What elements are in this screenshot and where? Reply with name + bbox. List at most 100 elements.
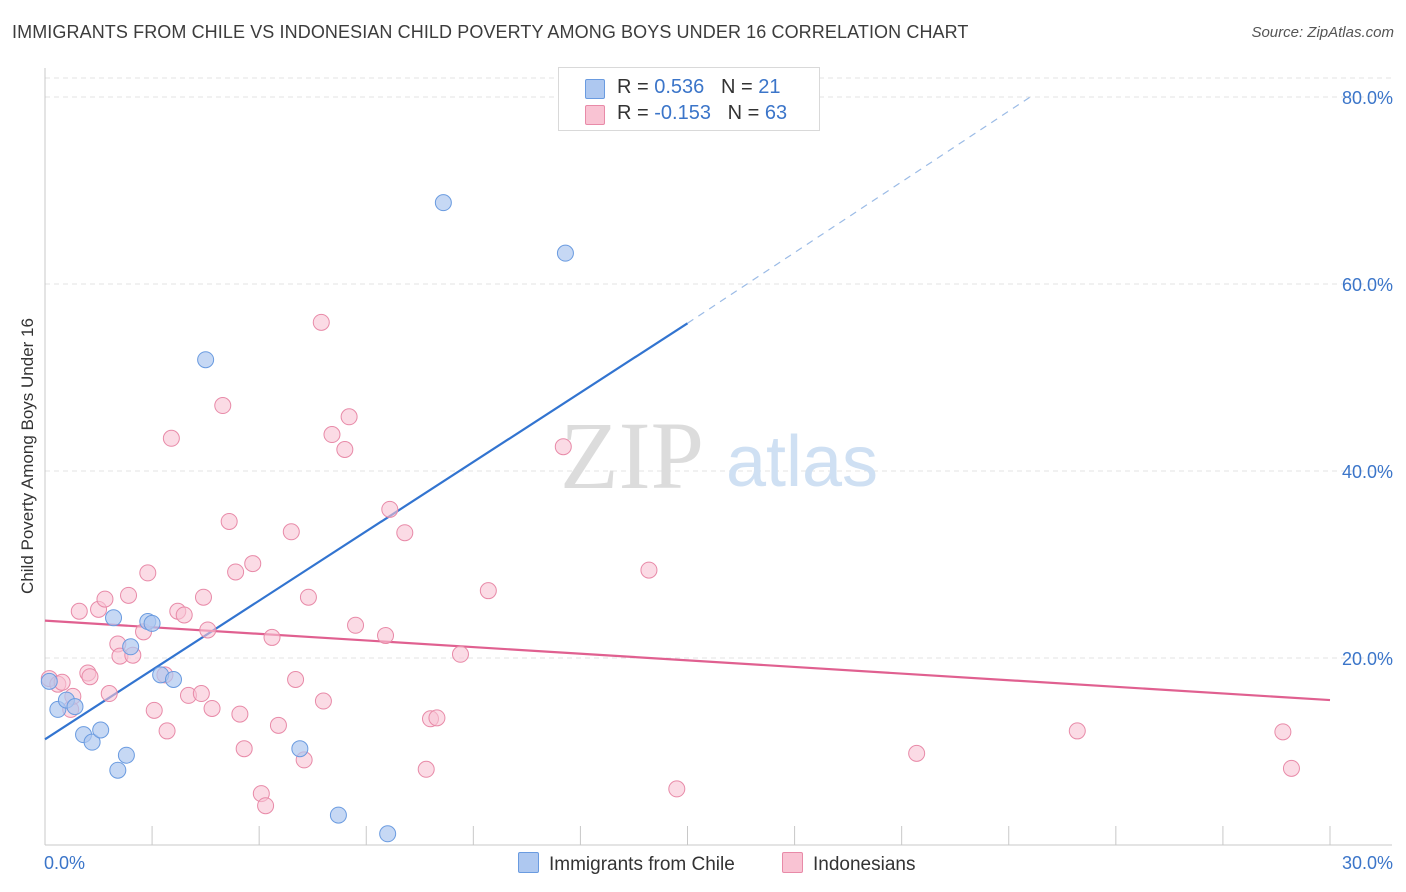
point-indonesians (192, 685, 210, 703)
point-indonesians (299, 588, 317, 606)
point-indonesians (1068, 722, 1086, 740)
point-chile (40, 672, 58, 690)
chart-source: Source: ZipAtlas.com (1251, 24, 1394, 41)
point-indonesians (323, 426, 341, 444)
point-chile (117, 746, 135, 764)
point-indonesians (199, 621, 217, 639)
point-indonesians (139, 564, 157, 582)
point-chile (329, 806, 347, 824)
point-indonesians (194, 588, 212, 606)
bottom-legend-swatch-chile (518, 852, 539, 873)
y-tick-label: 80.0% (1342, 88, 1393, 108)
gridlines (45, 77, 1392, 659)
point-indonesians (908, 744, 926, 762)
x-tick-label: 30.0% (1342, 853, 1393, 873)
legend-n-label: N = (727, 102, 765, 124)
point-indonesians (235, 740, 253, 758)
watermark: ZIP atlas (560, 402, 878, 509)
point-indonesians (81, 668, 99, 686)
chart-title: IMMIGRANTS FROM CHILE VS INDONESIAN CHIL… (12, 22, 969, 42)
point-indonesians (340, 408, 358, 426)
legend-r-value: 0.536 (654, 76, 705, 98)
point-indonesians (100, 685, 118, 703)
point-indonesians (314, 692, 332, 710)
point-indonesians (96, 590, 114, 608)
tick-labels: 20.0% 40.0% 60.0% 80.0% 0.0% 30.0% (44, 88, 1393, 873)
point-indonesians (668, 780, 686, 798)
point-indonesians (451, 645, 469, 663)
point-chile (165, 671, 182, 689)
point-chile (92, 721, 110, 739)
point-indonesians (70, 602, 88, 620)
point-indonesians (145, 701, 163, 719)
point-chile (143, 614, 161, 632)
point-indonesians (312, 313, 330, 331)
trend-line-indonesians (44, 619, 1331, 702)
legend-swatch-indonesians (585, 105, 605, 125)
point-indonesians (554, 438, 572, 456)
point-chile (556, 244, 574, 262)
point-indonesians (1282, 759, 1300, 777)
point-chile (122, 638, 140, 656)
point-chile (434, 194, 452, 212)
point-indonesians (417, 760, 435, 778)
point-indonesians (347, 616, 365, 634)
point-indonesians (396, 524, 414, 542)
point-indonesians (227, 563, 245, 581)
bottom-legend-chile: Immigrants from Chile (518, 852, 735, 876)
legend-r-label: R = (617, 102, 655, 124)
point-indonesians (257, 797, 275, 815)
point-indonesians (175, 606, 193, 624)
point-chile (291, 740, 309, 758)
point-indonesians (1274, 723, 1292, 741)
y-tick-label: 60.0% (1342, 275, 1393, 295)
point-indonesians (428, 709, 446, 727)
point-chile (197, 351, 215, 369)
point-indonesians (214, 397, 232, 415)
point-indonesians (231, 705, 249, 723)
point-chile (83, 733, 101, 751)
legend-r-label: R = (617, 76, 655, 98)
watermark-atlas: atlas (726, 422, 878, 502)
points-chile (40, 194, 574, 843)
point-chile (109, 761, 127, 779)
legend-n-value: 21 (758, 76, 781, 98)
point-indonesians (158, 722, 176, 740)
point-indonesians (479, 582, 497, 600)
y-tick-label: 20.0% (1342, 649, 1393, 669)
bottom-legend-label-indonesians: Indonesians (813, 854, 916, 875)
point-indonesians (269, 716, 287, 734)
watermark-zip: ZIP (560, 402, 704, 509)
point-chile (379, 825, 397, 843)
legend-n-label: N = (720, 76, 759, 98)
point-indonesians (263, 628, 281, 646)
bottom-legend-indonesians: Indonesians (782, 852, 915, 876)
point-indonesians (162, 429, 180, 447)
correlation-legend: R = 0.536 N = 21 R = -0.153 N = 63 (558, 67, 820, 131)
axes (44, 68, 1392, 846)
y-tick-label: 40.0% (1342, 462, 1393, 482)
point-indonesians (203, 699, 221, 717)
bottom-legend-label-chile: Immigrants from Chile (549, 854, 735, 875)
x-tick-label: 0.0% (44, 853, 85, 873)
point-indonesians (120, 586, 138, 604)
point-indonesians (336, 440, 354, 458)
point-chile (66, 698, 84, 716)
point-indonesians (640, 561, 658, 579)
point-chile (105, 609, 123, 627)
point-indonesians (220, 512, 238, 530)
bottom-legend-swatch-indonesians (782, 852, 803, 873)
point-indonesians (377, 627, 395, 645)
point-indonesians (381, 500, 399, 518)
legend-r-value: -0.153 (654, 102, 711, 124)
point-indonesians (287, 671, 305, 689)
trend-lines (44, 96, 1331, 741)
trend-line-chile-extension (687, 96, 1031, 324)
point-indonesians (244, 555, 262, 573)
trend-line-chile (44, 322, 689, 741)
points-indonesians (40, 313, 1300, 815)
y-axis-label: Child Poverty Among Boys Under 16 (18, 318, 37, 594)
point-indonesians (282, 523, 300, 541)
legend-n-value: 63 (764, 102, 788, 124)
